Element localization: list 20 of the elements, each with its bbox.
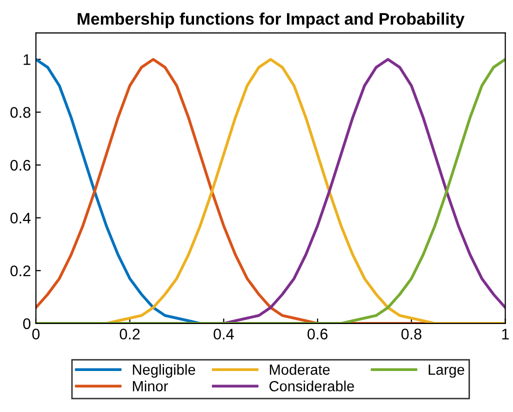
legend-label: Considerable [269, 380, 354, 392]
y-tick-label: 0.6 [10, 160, 30, 171]
x-tick-label: 0.2 [120, 328, 140, 340]
legend-label: Large [428, 364, 464, 378]
line-series [36, 58, 202, 324]
y-tick-label: 0.8 [10, 107, 30, 118]
legend-label: Negligible [132, 364, 196, 378]
legend-label: Minor [132, 380, 168, 392]
line-series [222, 58, 506, 324]
y-tick-label: 1 [24, 54, 30, 65]
y-tick-label: 0.2 [10, 265, 30, 276]
x-tick-label: 0.4 [214, 328, 234, 340]
y-tick-label: 0 [23, 318, 30, 330]
x-tick-label: 1 [502, 328, 509, 340]
x-tick-label: 0.6 [308, 328, 328, 340]
x-tick-label: 0.8 [401, 328, 422, 340]
chart-title: Membership functions for Impact and Probability [78, 12, 465, 28]
x-tick-label: 0 [32, 328, 40, 340]
legend-label: Moderate [270, 364, 330, 375]
y-tick-label: 0.4 [10, 212, 31, 224]
